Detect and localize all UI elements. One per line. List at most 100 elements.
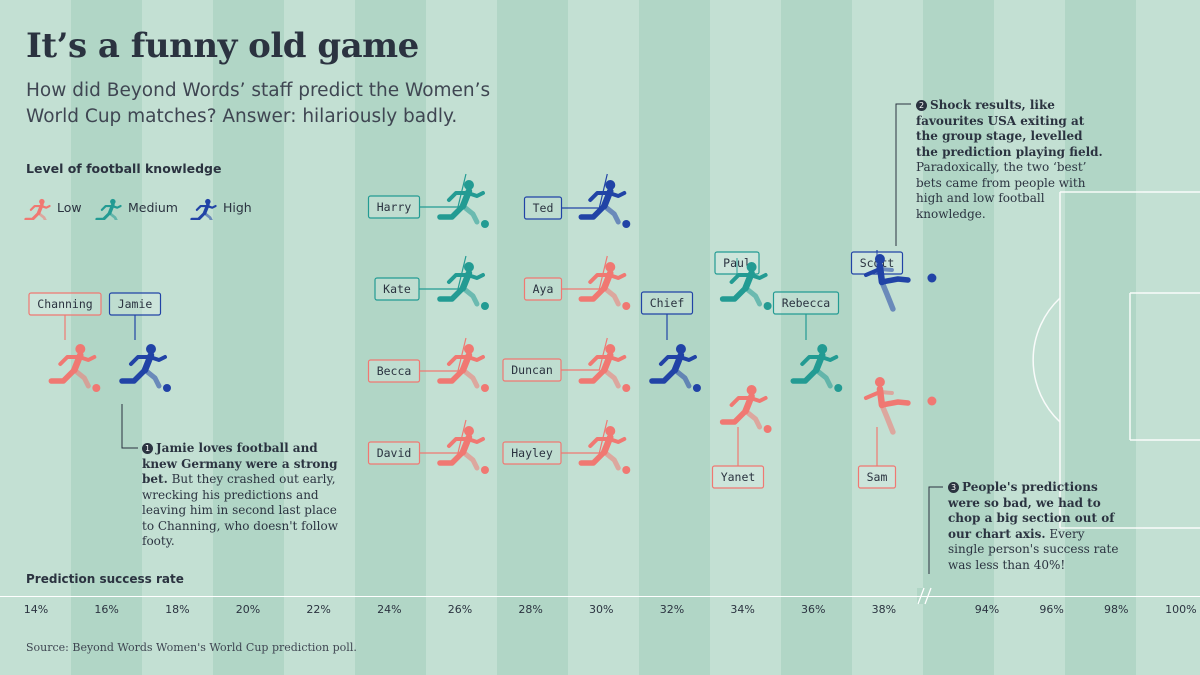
kicking-player-icon bbox=[863, 254, 937, 312]
legend-item-medium: Medium bbox=[95, 194, 178, 220]
point-label: Becca bbox=[377, 364, 412, 378]
pitch-stripe bbox=[0, 0, 71, 675]
x-axis-title: Prediction success rate bbox=[26, 572, 184, 586]
point-label: Yanet bbox=[721, 470, 756, 484]
annotation-2-text: Paradoxically, the two ‘best’ bets came … bbox=[916, 160, 1087, 221]
x-tick-label: 98% bbox=[1103, 603, 1129, 616]
annotation-1-text: But they crashed out early, wrecking his… bbox=[142, 472, 338, 548]
legend-label-medium: Medium bbox=[128, 199, 178, 215]
annotation-1: 1 Jamie loves football and knew Germany w… bbox=[142, 441, 342, 550]
running-player-icon bbox=[719, 385, 772, 433]
point-label: Channing bbox=[37, 297, 92, 311]
running-player-icon bbox=[578, 344, 631, 392]
legend-item-low: Low bbox=[24, 194, 82, 220]
data-point-paul: Paul bbox=[714, 251, 772, 310]
annotation-1-bold: Jamie loves football and knew Germany we… bbox=[142, 441, 338, 486]
x-tick-label: 26% bbox=[447, 603, 473, 616]
data-point-scott: Scott bbox=[850, 250, 937, 312]
point-label: Ted bbox=[533, 201, 554, 215]
point-label: Hayley bbox=[511, 446, 553, 460]
point-label: Chief bbox=[650, 296, 685, 310]
running-player-icon bbox=[719, 262, 772, 310]
point-label: David bbox=[377, 446, 412, 460]
running-player-icon bbox=[578, 426, 631, 474]
x-tick-label: 14% bbox=[23, 603, 49, 616]
chart-subtitle: How did Beyond Words’ staff predict the … bbox=[26, 80, 491, 127]
x-tick-label: 94% bbox=[974, 603, 1000, 616]
legend-item-high: High bbox=[190, 194, 252, 220]
annotation-leaders bbox=[121, 103, 943, 574]
kicking-player-icon bbox=[863, 377, 937, 435]
player-low-icon bbox=[24, 198, 51, 220]
data-point-jamie: Jamie bbox=[108, 292, 171, 392]
running-player-icon bbox=[119, 344, 171, 392]
data-point-channing: Channing bbox=[28, 292, 102, 392]
x-tick-label: 36% bbox=[801, 603, 826, 616]
pitch-stripe bbox=[142, 0, 213, 675]
data-point-becca: Becca bbox=[367, 337, 489, 392]
point-label: Sam bbox=[867, 470, 888, 484]
x-tick-label: 16% bbox=[94, 603, 119, 616]
pitch-stripe bbox=[1136, 0, 1200, 675]
data-point-aya: Aya bbox=[523, 255, 631, 310]
x-tick-label: 30% bbox=[589, 603, 614, 616]
running-player-icon bbox=[437, 344, 489, 392]
annotation-2-bold: Shock results, like favourites USA exiti… bbox=[916, 98, 1103, 159]
x-tick-label: 100% bbox=[1165, 603, 1197, 616]
running-player-icon bbox=[790, 344, 843, 392]
data-point-duncan: Duncan bbox=[502, 337, 631, 392]
running-player-icon bbox=[649, 344, 701, 392]
data-point-hayley: Hayley bbox=[502, 419, 631, 474]
point-label: Rebecca bbox=[782, 296, 830, 310]
data-point-kate: Kate bbox=[374, 255, 489, 310]
point-label: Jamie bbox=[118, 297, 153, 311]
x-tick-label: 96% bbox=[1039, 603, 1064, 616]
legend-label-high: High bbox=[223, 199, 252, 215]
x-tick-label: 20% bbox=[235, 603, 261, 616]
pitch-stripe bbox=[213, 0, 284, 675]
chart-title: It’s a funny old game bbox=[26, 26, 419, 66]
data-point-ted: Ted bbox=[523, 173, 631, 228]
point-label: Kate bbox=[383, 282, 411, 296]
player-medium-icon bbox=[95, 198, 122, 220]
pitch-stripe bbox=[639, 0, 710, 675]
data-point-sam: Sam bbox=[857, 377, 937, 489]
running-player-icon bbox=[437, 262, 489, 310]
x-tick-label: 34% bbox=[730, 603, 755, 616]
annotation-2: 2 Shock results, like favourites USA exit… bbox=[916, 98, 1106, 222]
annotation-3-number: 3 bbox=[948, 482, 959, 493]
pitch-stripe bbox=[994, 0, 1065, 675]
legend-title: Level of football knowledge bbox=[26, 161, 222, 176]
point-label: Harry bbox=[377, 200, 412, 214]
running-player-icon bbox=[578, 262, 631, 310]
pitch-stripe bbox=[71, 0, 142, 675]
pitch-stripe bbox=[497, 0, 568, 675]
data-point-chief: Chief bbox=[640, 291, 701, 392]
x-tick-label: 38% bbox=[871, 603, 897, 616]
x-tick-label: 28% bbox=[518, 603, 543, 616]
x-tick-label: 24% bbox=[377, 603, 402, 616]
pitch-stripe bbox=[923, 0, 994, 675]
pitch-stripe bbox=[284, 0, 355, 675]
pitch-stripe bbox=[1065, 0, 1136, 675]
pitch-stripe bbox=[710, 0, 781, 675]
annotation-3: 3 People's predictions were so bad, we ha… bbox=[948, 480, 1123, 573]
annotation-2-number: 2 bbox=[916, 100, 927, 111]
running-player-icon bbox=[437, 426, 489, 474]
legend-label-low: Low bbox=[57, 199, 82, 215]
pitch-stripe bbox=[355, 0, 426, 675]
pitch-stripe bbox=[568, 0, 639, 675]
point-label: Aya bbox=[533, 282, 554, 296]
pitch-penalty-arc bbox=[1032, 297, 1061, 423]
annotation-3-text: Every single person's success rate was l… bbox=[948, 526, 1119, 572]
data-point-yanet: Yanet bbox=[711, 385, 772, 489]
x-axis-line bbox=[0, 596, 1200, 597]
running-player-icon bbox=[578, 180, 631, 228]
point-label: Paul bbox=[723, 256, 751, 270]
x-tick-label: 18% bbox=[165, 603, 190, 616]
pitch-stripe bbox=[852, 0, 923, 675]
source-note: Source: Beyond Words Women's World Cup p… bbox=[26, 641, 357, 654]
